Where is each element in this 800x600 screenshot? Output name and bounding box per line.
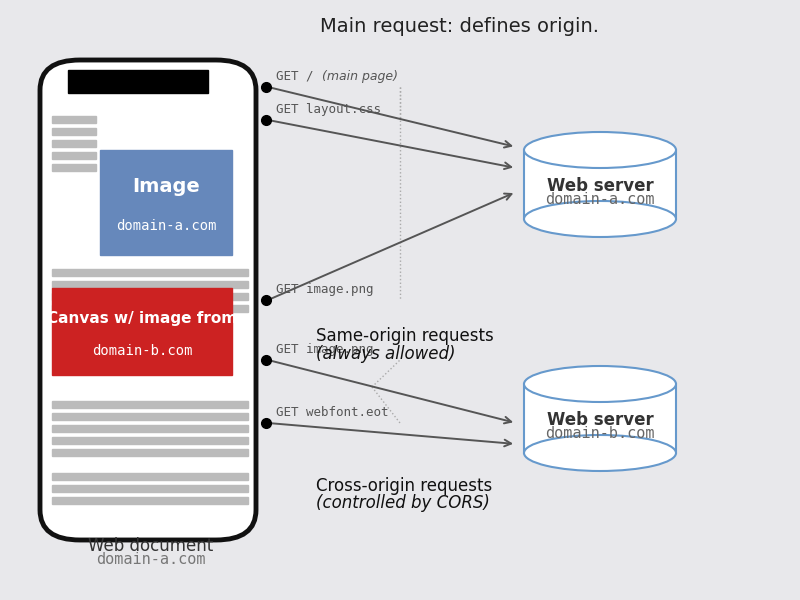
Bar (52, 497, 248, 504)
Bar (524, 150, 676, 219)
Ellipse shape (524, 201, 676, 237)
Bar (52, 473, 248, 480)
Text: GET webfont.eot: GET webfont.eot (276, 406, 389, 419)
Bar (52, 152, 96, 159)
Ellipse shape (524, 435, 676, 471)
Bar (68, 70, 208, 93)
Text: domain-a.com: domain-a.com (96, 552, 205, 566)
Text: GET /: GET / (276, 70, 336, 83)
Bar (52, 288, 232, 375)
Bar (52, 485, 248, 492)
Bar (52, 413, 248, 420)
Text: (always allowed): (always allowed) (316, 345, 455, 363)
Bar (52, 281, 248, 288)
Text: domain-a.com: domain-a.com (546, 191, 654, 206)
Bar (52, 269, 248, 276)
Text: domain-b.com: domain-b.com (546, 426, 654, 440)
Bar (52, 140, 96, 147)
Bar (52, 401, 248, 408)
FancyBboxPatch shape (40, 60, 256, 540)
Text: Web server: Web server (546, 411, 654, 429)
Text: GET layout.css: GET layout.css (276, 103, 381, 116)
Ellipse shape (524, 366, 676, 402)
Text: domain-a.com: domain-a.com (116, 218, 216, 233)
Bar (52, 128, 96, 135)
Bar (52, 293, 248, 300)
Bar (52, 449, 248, 456)
Text: Same-origin requests: Same-origin requests (316, 327, 494, 345)
Bar (52, 164, 96, 171)
Text: domain-b.com: domain-b.com (92, 344, 192, 358)
Text: GET image.png: GET image.png (276, 283, 374, 296)
Bar (52, 437, 248, 444)
Text: GET image.png: GET image.png (276, 343, 374, 356)
Bar (100, 150, 232, 255)
Text: Image: Image (132, 177, 200, 196)
Bar (52, 116, 96, 123)
Ellipse shape (524, 132, 676, 168)
Text: (controlled by CORS): (controlled by CORS) (316, 494, 490, 512)
Text: Web document: Web document (88, 537, 213, 555)
Bar (52, 305, 248, 312)
Text: Web server: Web server (546, 177, 654, 195)
Text: Cross-origin requests: Cross-origin requests (316, 477, 492, 495)
Text: Main request: defines origin.: Main request: defines origin. (321, 17, 599, 37)
Text: Canvas w/ image from: Canvas w/ image from (47, 311, 237, 326)
Bar (524, 384, 676, 453)
Bar (52, 425, 248, 432)
Text: (main page): (main page) (322, 70, 398, 83)
